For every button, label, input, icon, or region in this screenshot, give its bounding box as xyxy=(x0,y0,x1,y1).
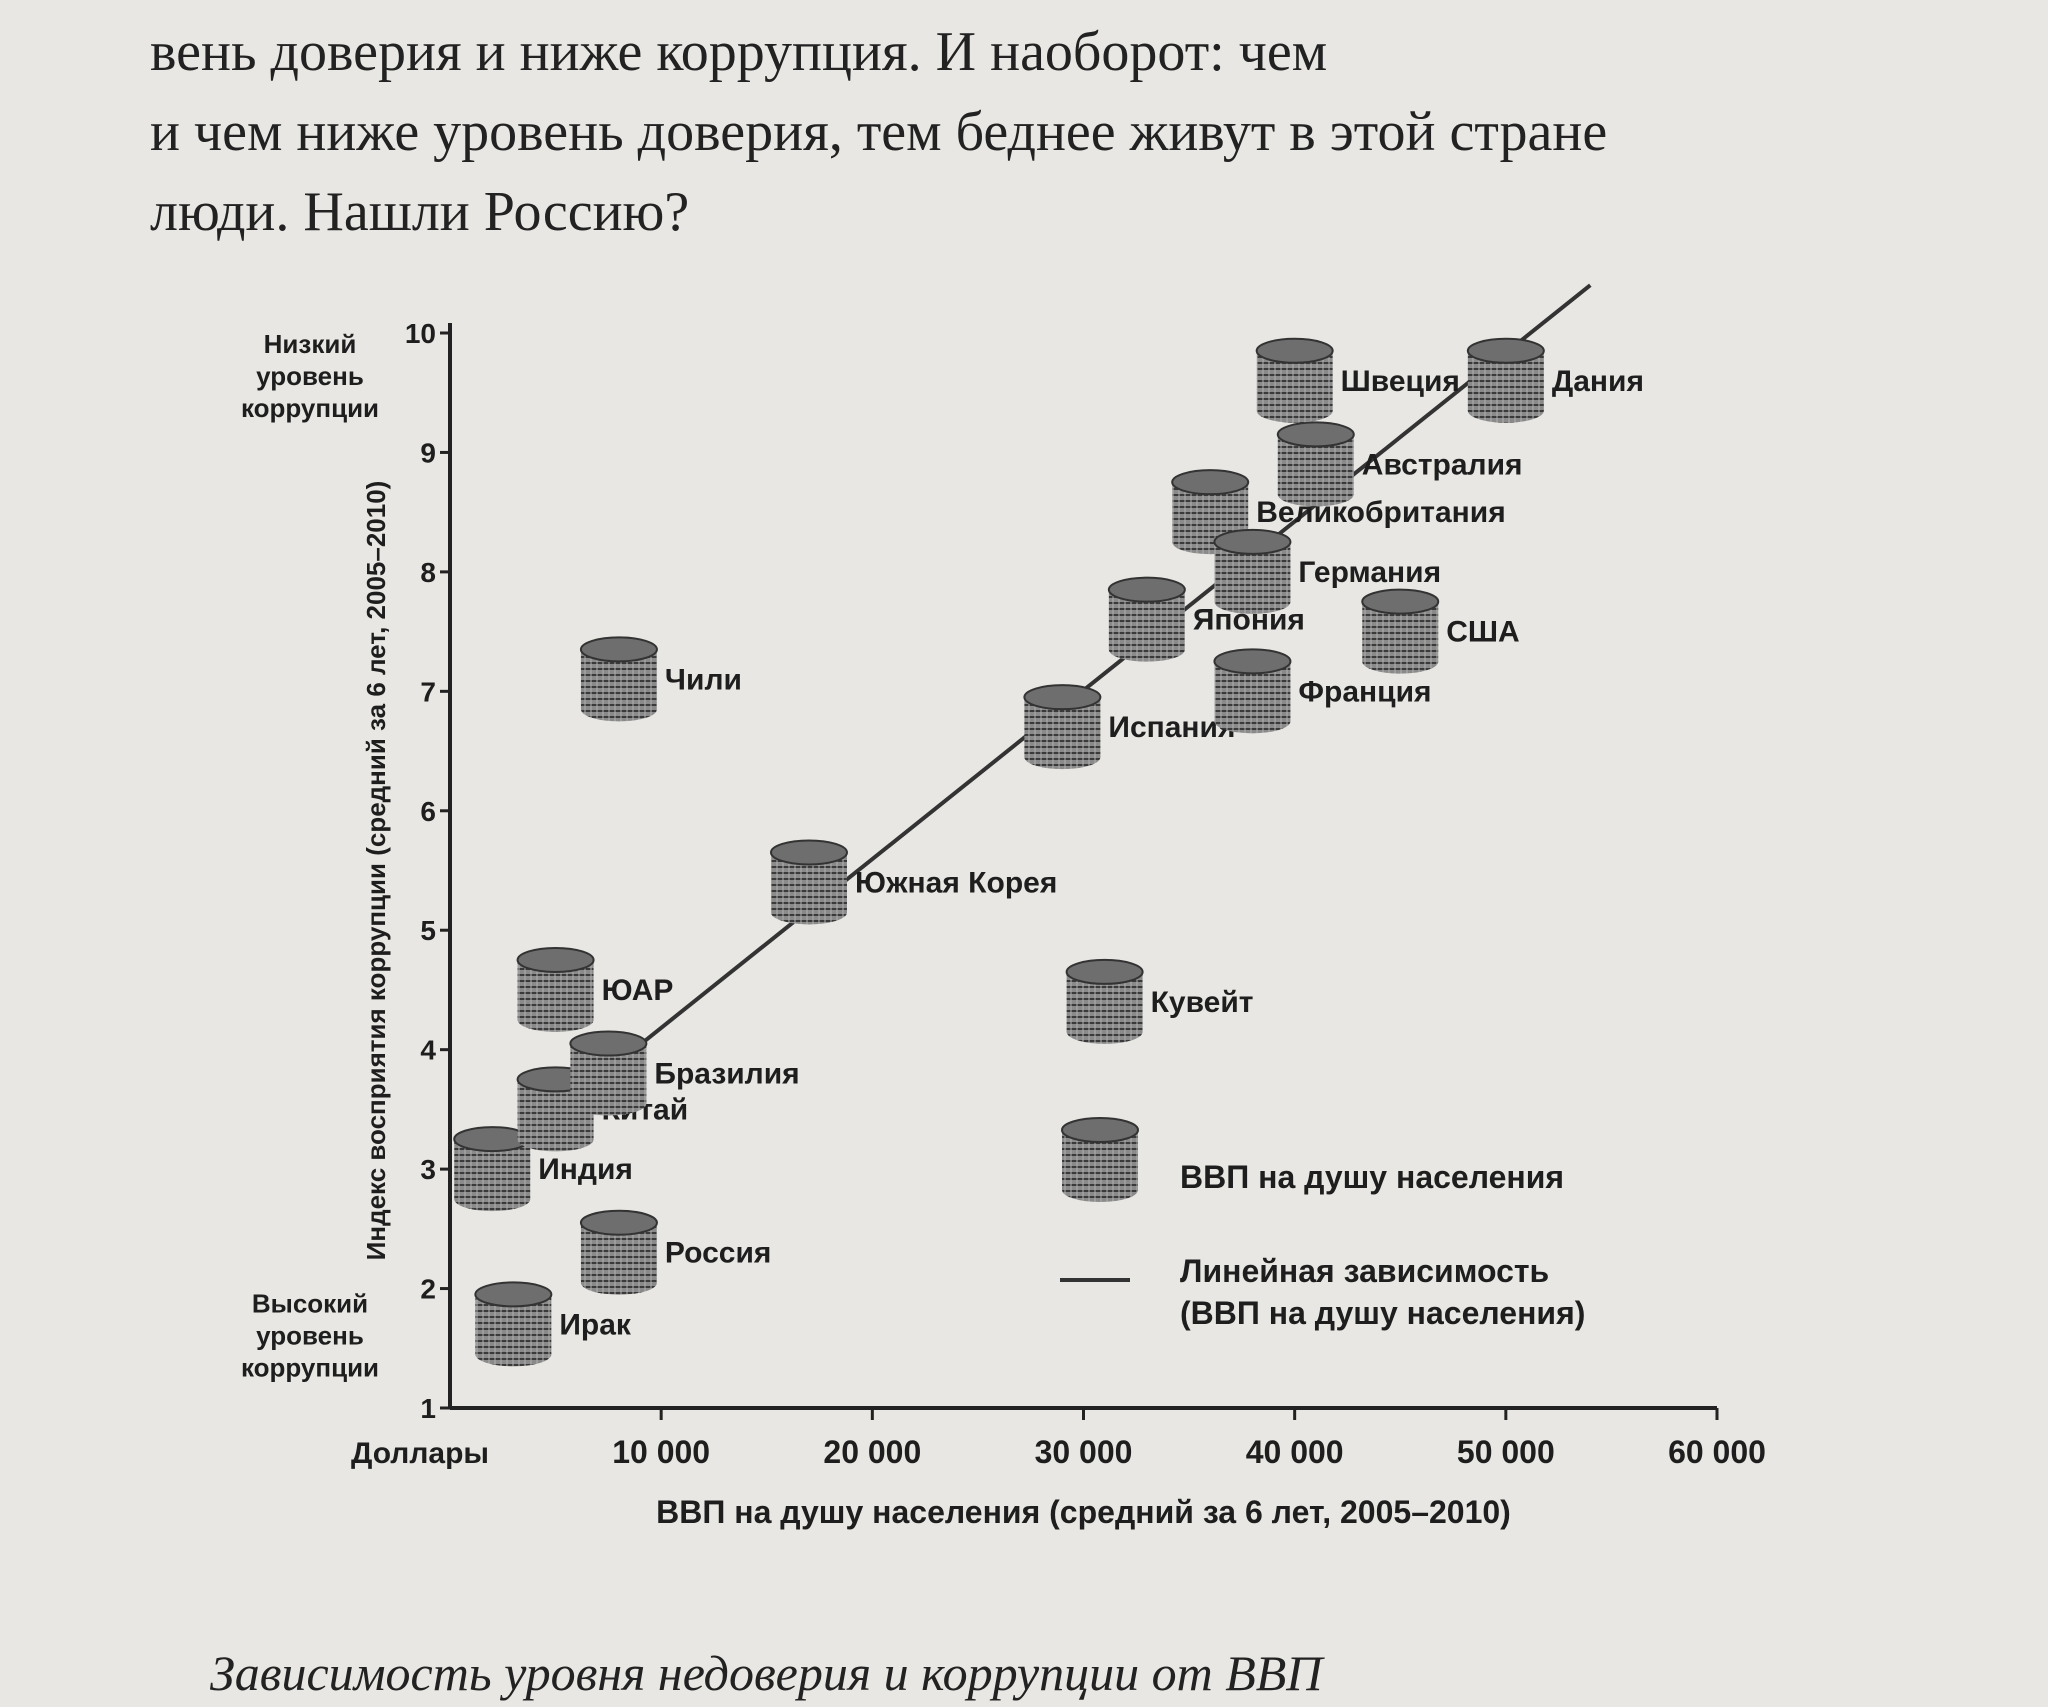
x-unit: Доллары xyxy=(351,1437,489,1470)
x-tick-label: 20 000 xyxy=(823,1434,921,1470)
coin-bottom xyxy=(1108,637,1185,662)
y-tick-label: 2 xyxy=(420,1274,436,1305)
body-line: вень доверия и ниже коррупция. И наоборо… xyxy=(150,21,1327,83)
trend-line xyxy=(617,283,1592,1064)
coin-bottom xyxy=(770,900,847,925)
coin-stack xyxy=(1255,337,1334,423)
point-label: ЮАР xyxy=(602,974,674,1007)
caption: Зависимость уровня недоверия и коррупции… xyxy=(210,1645,1325,1701)
point-label: Германия xyxy=(1298,556,1441,589)
y-tick-label: 7 xyxy=(420,676,436,707)
coin-bottom xyxy=(1362,649,1439,674)
legend-marker xyxy=(1061,1117,1139,1202)
y-tick-label: 5 xyxy=(420,915,436,946)
coin-stack xyxy=(1065,958,1144,1044)
coin-bottom xyxy=(580,697,657,722)
coin-stack xyxy=(769,839,848,925)
coin-stack xyxy=(1276,421,1355,507)
coin-bottom xyxy=(1214,709,1291,734)
coin-stack xyxy=(1213,648,1292,734)
coin-top xyxy=(1213,648,1292,675)
point-label: Франция xyxy=(1298,675,1431,708)
coin-bottom xyxy=(475,1342,552,1367)
coin-top xyxy=(1171,469,1250,496)
coin-stack xyxy=(516,946,595,1032)
x-tick-label: 50 000 xyxy=(1457,1434,1555,1470)
point-label: Испания xyxy=(1108,711,1235,744)
coin-top xyxy=(1107,576,1186,603)
coin-bottom xyxy=(1256,398,1333,423)
coin-stack xyxy=(579,1209,658,1295)
coin-top xyxy=(1255,337,1334,364)
coin-top xyxy=(1213,528,1292,555)
coin-top xyxy=(1361,588,1440,615)
coin-top xyxy=(769,839,848,866)
coin-top xyxy=(579,636,658,663)
coin-top xyxy=(1061,1117,1139,1143)
coin-stack xyxy=(579,636,658,722)
coin-stack xyxy=(1213,528,1292,614)
coin-top xyxy=(579,1209,658,1236)
x-tick-label: 30 000 xyxy=(1035,1434,1133,1470)
coin-bottom xyxy=(517,1127,594,1152)
x-tick-label: 10 000 xyxy=(612,1434,710,1470)
body-line: люди. Нашли Россию? xyxy=(150,181,689,243)
point-label: Бразилия xyxy=(654,1058,799,1091)
point-label: Индия xyxy=(538,1153,633,1186)
coin-stack xyxy=(569,1030,648,1116)
coin-stack xyxy=(1023,684,1102,770)
y-tick-label: 3 xyxy=(420,1154,436,1185)
coin-top xyxy=(516,946,595,973)
point-label: Кувейт xyxy=(1151,986,1254,1019)
coin-top xyxy=(1276,421,1355,448)
coin-top xyxy=(474,1281,553,1308)
coin-top xyxy=(569,1030,648,1057)
y-tick-label: 10 xyxy=(405,318,436,349)
x-axis-title: ВВП на душу населения (средний за 6 лет,… xyxy=(656,1494,1511,1530)
coin-bottom xyxy=(454,1187,531,1212)
legend-label: Линейная зависимость (ВВП на душу населен… xyxy=(1180,1253,1585,1331)
legend-label: ВВП на душу населения xyxy=(1180,1159,1564,1195)
y-bottom-note: Высокий уровень коррупции xyxy=(241,1288,379,1382)
coin-stack xyxy=(1466,337,1545,423)
coin-stack xyxy=(474,1281,553,1367)
coin-bottom xyxy=(1467,398,1544,423)
y-tick-label: 8 xyxy=(420,557,436,588)
y-tick-label: 1 xyxy=(420,1393,436,1424)
coin-bottom xyxy=(1277,482,1354,507)
coin-stack xyxy=(1361,588,1440,674)
point-label: Южная Корея xyxy=(855,866,1057,899)
point-label: Россия xyxy=(665,1237,772,1270)
coin-bottom xyxy=(570,1091,647,1116)
point-label: Ирак xyxy=(559,1308,632,1341)
y-tick-label: 9 xyxy=(420,437,436,468)
coin-bottom xyxy=(1024,745,1101,770)
coin-stack xyxy=(453,1126,532,1212)
point-label: Швеция xyxy=(1341,365,1460,398)
coin-bottom xyxy=(1062,1178,1138,1202)
body-line: и чем ниже уровень доверия, тем беднее ж… xyxy=(150,101,1607,163)
point-label: Дания xyxy=(1552,365,1644,398)
y-top-note: Низкий уровень коррупции xyxy=(241,329,379,423)
coin-bottom xyxy=(1066,1019,1143,1044)
coin-stack xyxy=(1107,576,1186,662)
point-label: Австралия xyxy=(1362,448,1523,481)
point-label: Чили xyxy=(665,663,742,696)
coin-top xyxy=(1065,958,1144,985)
x-tick-label: 40 000 xyxy=(1246,1434,1344,1470)
coin-bottom xyxy=(580,1270,657,1295)
coin-top xyxy=(1023,684,1102,711)
y-axis-title: Индекс восприятия коррупции (средний за … xyxy=(361,481,391,1261)
y-tick-label: 6 xyxy=(420,796,436,827)
coin-top xyxy=(1466,337,1545,364)
x-tick-label: 60 000 xyxy=(1668,1434,1766,1470)
y-tick-label: 4 xyxy=(420,1035,436,1066)
point-label: США xyxy=(1446,616,1519,649)
coin-bottom xyxy=(1214,589,1291,614)
coin-bottom xyxy=(517,1007,594,1032)
